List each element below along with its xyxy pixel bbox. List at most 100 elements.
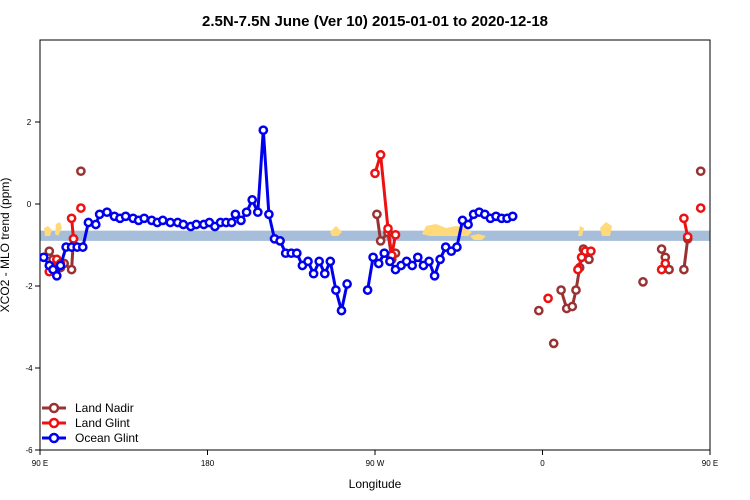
series-ocean-glint	[40, 125, 518, 316]
data-point	[264, 209, 274, 220]
data-point	[230, 209, 241, 220]
data-point	[435, 254, 445, 265]
data-point	[385, 256, 395, 267]
data-point	[258, 125, 269, 136]
data-point	[51, 270, 62, 281]
legend-marker	[48, 432, 60, 444]
data-point	[236, 215, 246, 226]
data-point	[543, 293, 553, 304]
data-point	[102, 207, 112, 218]
data-point	[66, 213, 77, 224]
data-point	[120, 211, 131, 222]
data-point	[375, 236, 386, 246]
data-point	[660, 258, 671, 269]
data-point	[379, 248, 390, 259]
data-point	[370, 168, 380, 179]
data-point	[226, 217, 237, 228]
land-patch	[55, 222, 62, 236]
data-point	[656, 244, 667, 254]
x-tick-label: 0	[540, 459, 545, 468]
y-axis-label: XCO2 - MLO trend (ppm)	[0, 178, 12, 313]
data-point	[407, 260, 418, 271]
land-patch	[470, 234, 486, 240]
data-point	[390, 229, 401, 240]
data-point	[368, 252, 378, 263]
y-tick-label: -4	[25, 364, 33, 373]
data-point	[291, 248, 302, 259]
x-tick-label: 90 E	[702, 459, 718, 468]
data-point	[157, 215, 168, 226]
data-point	[94, 209, 105, 220]
data-point	[76, 203, 86, 213]
legend-label: Land Nadir	[75, 401, 134, 415]
data-point	[571, 285, 581, 295]
data-point	[342, 279, 352, 289]
data-point	[336, 305, 347, 316]
data-point	[44, 246, 55, 257]
data-point	[252, 207, 263, 218]
legend-label: Ocean Glint	[75, 431, 139, 445]
data-point	[533, 305, 544, 316]
data-point	[695, 203, 706, 213]
data-point	[429, 270, 440, 281]
data-point	[308, 268, 319, 279]
data-point	[682, 231, 693, 242]
y-tick-label: 2	[27, 118, 32, 127]
chart-title: 2.5N-7.5N June (Ver 10) 2015-01-01 to 20…	[202, 13, 548, 30]
data-point	[319, 268, 330, 279]
data-point	[191, 219, 202, 230]
data-point	[679, 264, 689, 275]
x-tick-label: 90 E	[32, 459, 48, 468]
land-patch	[330, 226, 342, 236]
data-point	[373, 258, 384, 269]
legend-item-land-nadir: Land Nadir	[42, 401, 134, 415]
legend-marker	[48, 402, 60, 414]
data-point	[55, 260, 66, 271]
data-point	[90, 219, 101, 230]
data-point	[556, 285, 566, 295]
data-point	[83, 217, 94, 228]
x-tick-label: 90 W	[366, 459, 385, 468]
data-point	[586, 246, 596, 257]
legend-marker	[48, 417, 60, 429]
plot-frame	[39, 39, 711, 451]
data-point	[331, 285, 341, 295]
data-point	[76, 166, 86, 177]
data-point	[275, 236, 285, 246]
y-tick-label: -6	[25, 446, 33, 455]
legend-label: Land Glint	[75, 416, 130, 430]
data-point	[241, 207, 252, 218]
data-point	[247, 195, 258, 205]
data-point	[40, 252, 49, 263]
legend-item-land-glint: Land Glint	[42, 416, 130, 430]
data-point	[548, 338, 559, 349]
data-point	[314, 256, 325, 267]
data-point	[679, 213, 689, 224]
x-axis-label: Longitude	[349, 477, 402, 491]
data-point	[325, 256, 336, 267]
data-point	[362, 285, 373, 295]
data-point	[567, 301, 578, 312]
data-point	[77, 242, 88, 252]
data-point	[507, 211, 518, 222]
data-point	[139, 213, 150, 224]
legend-item-ocean-glint: Ocean Glint	[42, 431, 139, 445]
land-patch	[44, 226, 52, 236]
data-point	[695, 166, 706, 177]
background-band	[40, 230, 710, 241]
data-point	[463, 219, 473, 230]
data-point	[452, 242, 462, 252]
y-tick-label: 0	[27, 200, 32, 209]
data-point	[584, 254, 594, 265]
data-point	[375, 149, 386, 160]
land-patch	[578, 226, 584, 236]
x-tick-label: 180	[201, 459, 215, 468]
land-patch	[600, 222, 612, 236]
data-point	[638, 277, 648, 287]
series-layer	[40, 125, 706, 349]
data-point	[66, 264, 77, 275]
data-point	[573, 264, 583, 275]
axis-ticks: 90 E 180 90 W 0 90 E -6 -4 -2 0 2	[25, 118, 718, 468]
